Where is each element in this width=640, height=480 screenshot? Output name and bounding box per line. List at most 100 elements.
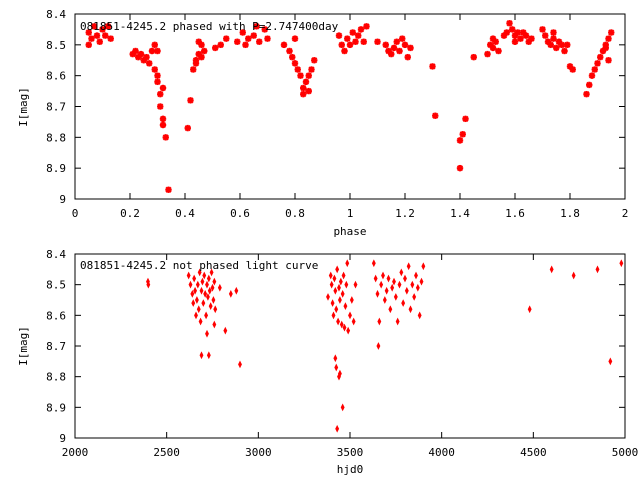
x-tick-label: 0.4 [175, 207, 195, 220]
data-point [217, 283, 222, 292]
x-tick-label: 4000 [428, 446, 455, 459]
data-point [102, 32, 109, 39]
data-point [201, 47, 208, 55]
data-point [396, 47, 403, 55]
data-point [608, 357, 613, 366]
data-point [363, 23, 370, 30]
data-point [341, 271, 346, 280]
data-point [186, 271, 191, 280]
data-point [333, 354, 338, 363]
data-point [608, 29, 615, 36]
data-point [205, 329, 209, 338]
x-tick-label: 0.2 [120, 207, 140, 220]
data-point [412, 293, 417, 301]
data-point [223, 326, 228, 335]
data-point [395, 317, 400, 326]
x-tick-label: 1 [347, 207, 354, 220]
axis-ticks: 0 0.2 0.4 0.6 0.8 1 1.2 1.4 1.6 1.8 2 8.4 8.5 8.6 8.7 8… [46, 8, 628, 220]
x-tick-label: 1.8 [560, 207, 580, 220]
y-tick-label: 8.6 [46, 70, 66, 83]
data-point [326, 293, 330, 301]
data-points [85, 20, 615, 193]
data-point [339, 320, 344, 329]
data-point [492, 38, 499, 45]
y-tick-label: 8.9 [46, 401, 66, 414]
y-tick-label: 8.5 [46, 39, 66, 52]
data-point [571, 271, 576, 280]
x-tick-label: 0 [72, 207, 79, 220]
y-axis-label: I[mag] [17, 326, 30, 366]
data-point [300, 90, 307, 98]
data-point [234, 286, 239, 295]
data-point [522, 32, 530, 39]
data-point [146, 280, 151, 289]
x-tick-label: 0.6 [230, 207, 250, 220]
data-point [335, 32, 343, 39]
data-point [470, 53, 477, 61]
data-point [404, 286, 409, 295]
data-point [549, 265, 554, 274]
data-point [342, 323, 347, 332]
data-point [528, 35, 535, 42]
data-point [355, 32, 362, 39]
data-point [344, 280, 349, 289]
data-point [195, 38, 202, 45]
data-point [311, 57, 318, 64]
data-point [456, 164, 464, 172]
data-point [343, 302, 348, 311]
data-point [88, 35, 95, 42]
data-point [300, 84, 307, 92]
data-point [595, 265, 600, 274]
data-point [348, 311, 352, 320]
y-axis-label: I[mag] [17, 87, 30, 127]
data-point [96, 38, 103, 45]
data-point [203, 289, 208, 298]
data-point [597, 53, 604, 61]
data-point [591, 66, 598, 73]
chart-title: 081851-4245.2 phased with P=2.747400day [80, 20, 339, 33]
data-point [264, 35, 271, 42]
data-point [332, 274, 337, 283]
data-point [217, 41, 224, 49]
data-point [239, 29, 246, 36]
x-tick-label: 1.2 [395, 207, 415, 220]
data-point [206, 351, 211, 360]
data-point [330, 299, 335, 307]
data-point [197, 268, 202, 277]
data-point [132, 47, 139, 55]
data-point [456, 137, 464, 144]
data-point [289, 53, 296, 61]
data-point [346, 326, 351, 335]
data-point [569, 66, 576, 73]
data-point [489, 44, 497, 52]
data-point [376, 342, 381, 350]
data-point [211, 296, 216, 304]
data-point [495, 47, 502, 55]
data-point [143, 53, 150, 61]
data-point [256, 38, 263, 45]
y-tick-label: 8.6 [46, 309, 66, 322]
data-point [558, 41, 565, 49]
data-point [547, 41, 554, 49]
data-point [344, 35, 351, 42]
x-tick-label: 3000 [245, 446, 272, 459]
data-point [605, 35, 612, 42]
data-point [408, 305, 413, 314]
data-point [199, 286, 204, 295]
y-tick-label: 9 [59, 193, 66, 206]
data-point [261, 26, 268, 33]
data-point [302, 78, 310, 86]
data-point [228, 289, 233, 298]
data-point [511, 38, 519, 45]
phased-light-curve-plot: 0 0.2 0.4 0.6 0.8 1 1.2 1.4 1.6 1.8 2 8.4 8.5 8.6 8.7 8… [17, 8, 628, 238]
data-point [338, 41, 345, 49]
data-point [384, 286, 389, 295]
y-tick-label: 8.7 [46, 340, 66, 353]
data-point [193, 286, 198, 295]
data-point [602, 44, 609, 52]
data-point [506, 20, 513, 27]
data-point [399, 268, 404, 277]
data-point [154, 72, 161, 79]
data-point [223, 35, 230, 42]
